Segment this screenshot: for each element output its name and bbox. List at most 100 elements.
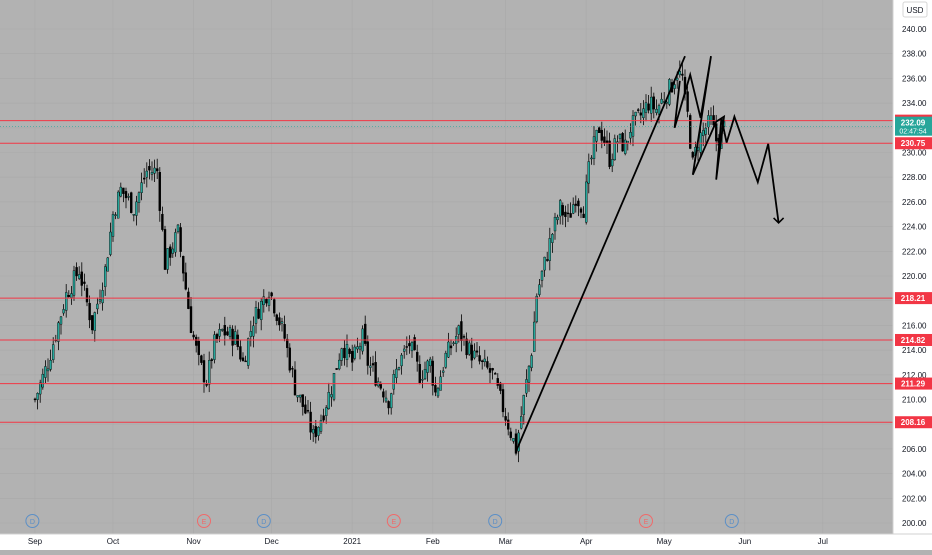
time-tick-label: 2021 [343,537,361,546]
candle-body-down [343,347,346,359]
candle-body-down [322,415,325,421]
candle-body-up [246,338,250,366]
candle-body-up [618,133,622,139]
time-axis[interactable] [0,533,932,550]
candle-body-up [132,214,136,216]
candle-body-down [288,347,291,371]
candle-body-down [257,308,260,319]
candle-body-up [93,312,97,331]
candle-body-down [491,368,494,371]
candle-body-up [660,98,663,104]
candle-body-up [629,132,632,139]
candle-body-up [678,71,681,76]
price-tick-label: 230.00 [902,149,927,158]
candle-body-up [330,394,333,398]
price-tick-labels: 200.00202.00204.00206.00208.00210.00212.… [902,25,927,528]
time-tick-label: Apr [580,537,593,546]
price-tick-label: 200.00 [902,519,927,528]
price-axis[interactable]: 2 USD [892,0,932,534]
candle-body-up [556,216,559,221]
candle-body-up [52,344,55,360]
candle-body-up [96,303,99,310]
level-tag [895,377,932,390]
candle-body-up [98,299,102,302]
candle-body-up [392,374,395,390]
candle-body-up [327,392,330,409]
candle-body-up [114,214,117,216]
candle-body-up [207,360,211,385]
candle-body-up [527,365,531,383]
candle-body-down [689,115,692,149]
dividend-marker[interactable]: D [25,514,40,528]
candle-body-up [39,382,42,395]
candle-body-up [631,115,635,137]
candle-body-up [447,341,450,358]
drawings-layer [515,55,785,452]
candle-body-down [387,401,390,409]
levels-layer [0,120,893,423]
dividend-marker[interactable]: D [724,514,739,528]
candle-body-up [530,355,533,368]
candle-body-down [374,362,377,386]
candle-body-down [462,336,466,338]
last-price-tag [895,116,932,136]
candle-body-down [244,360,247,363]
dividend-marker[interactable]: D [488,514,503,528]
candle-body-up [101,290,104,304]
candle-body-down [475,350,479,353]
candle-body-down [148,166,151,171]
event-circle [256,514,271,528]
candle-body-down [122,187,125,194]
candle-body-up [358,345,362,350]
level-tag-label: 230.75 [901,139,926,148]
candle-body-up [543,256,546,271]
candle-body-down [715,123,718,142]
time-tick-labels: Sep Oct Nov Dec 2021 Feb Mar Apr May Jun Jul [28,537,828,546]
price-tick-label: 222.00 [902,247,927,256]
candle-body-down [168,246,172,258]
countdown-label: 02:47:54 [899,129,926,136]
candle-body-down [278,317,281,326]
earnings-marker[interactable]: E [386,514,401,528]
candle-body-up [220,329,224,331]
candle-body-up [369,365,372,368]
candle-body-down [192,334,195,338]
candle-body-down [494,373,497,375]
candle-body-up [397,367,401,370]
candle-body-down [155,168,159,172]
candle-body-up [111,214,115,237]
candle-body-down [621,133,624,152]
candle-body-down [582,213,585,218]
candle-body-up [109,231,112,255]
candle-body-up [400,354,403,367]
candle-body-up [585,181,588,223]
candle-body-up [44,366,47,378]
candle-body-down [314,426,317,438]
candle-body-up [62,309,65,314]
earnings-marker[interactable]: E [639,514,653,528]
candle-body-up [103,266,107,287]
candle-body-down [416,351,419,362]
currency-badge[interactable] [902,1,928,18]
candle-body-up [423,368,427,380]
candle-body-down [408,343,411,347]
candle-body-up [704,127,707,135]
candle-body-down [184,272,188,290]
candle-body-down [579,208,583,213]
candle-body-down [351,351,354,363]
event-label: D [729,519,734,526]
last-price-label: 232.09 [901,119,926,128]
candle-body-down [197,340,201,356]
candle-body-up [590,157,593,160]
candle-body-down [226,331,229,336]
candle-body-up [642,108,645,119]
earnings-marker[interactable]: E [197,514,211,528]
price-tick-label: 240.00 [902,25,927,34]
candle-body-down [603,136,606,144]
candle-body-down [189,306,193,333]
price-tick-label: 214.00 [902,346,927,355]
candle-body-down [637,109,640,111]
dividend-marker[interactable]: D [256,514,271,528]
